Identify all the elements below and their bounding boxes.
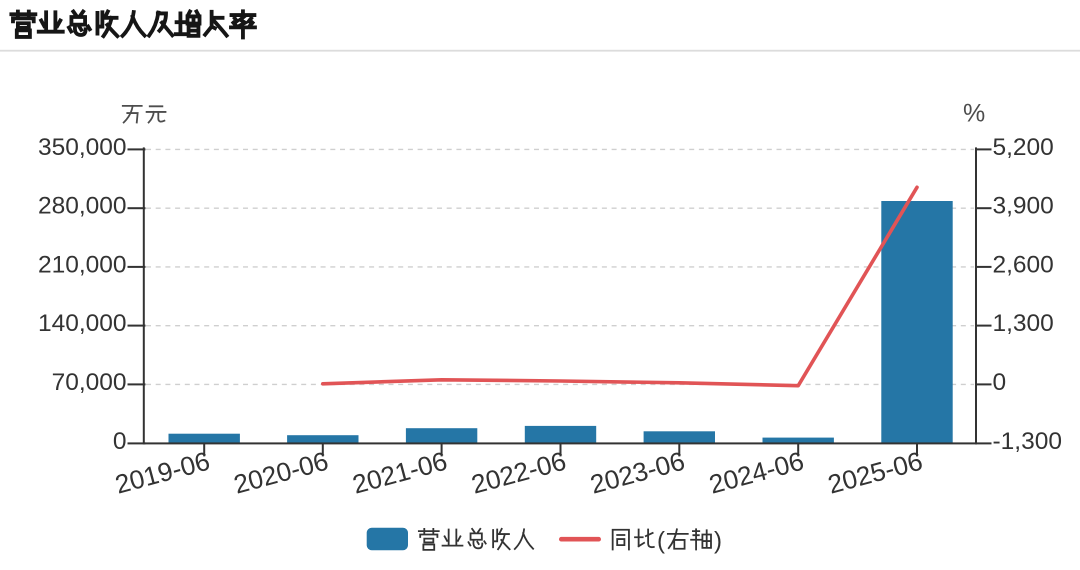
svg-text:70,000: 70,000 (52, 369, 127, 396)
svg-text:280,000: 280,000 (38, 193, 127, 220)
svg-text:-1,300: -1,300 (993, 428, 1062, 455)
svg-text:0: 0 (113, 428, 127, 455)
svg-text:%: % (963, 100, 985, 128)
svg-text:210,000: 210,000 (38, 251, 127, 278)
svg-text:140,000: 140,000 (38, 310, 127, 337)
svg-text:1,300: 1,300 (993, 310, 1054, 337)
svg-text:2,600: 2,600 (993, 251, 1054, 278)
svg-text:350,000: 350,000 (38, 134, 127, 161)
svg-text:0: 0 (993, 369, 1007, 396)
svg-text:5,200: 5,200 (993, 134, 1054, 161)
svg-text:): ) (714, 528, 722, 555)
svg-text:(: ( (657, 528, 665, 555)
svg-text:3,900: 3,900 (993, 193, 1054, 220)
